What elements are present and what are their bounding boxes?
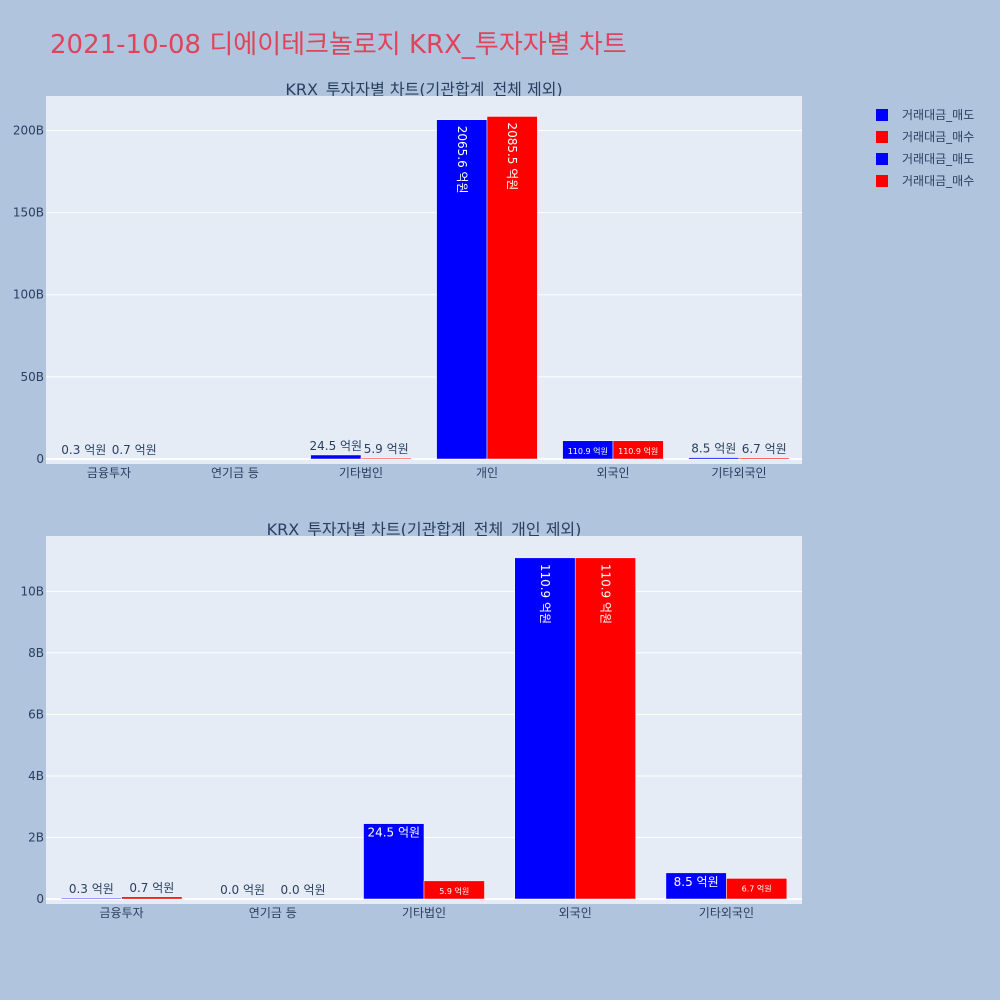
data-label: 8.5 억원 bbox=[674, 875, 719, 889]
y-tick-label: 8B bbox=[28, 646, 44, 660]
bar-buy bbox=[738, 457, 790, 460]
data-label: 24.5 억원 bbox=[367, 826, 420, 840]
data-label: 0.7 억원 bbox=[129, 881, 174, 895]
x-tick-label: 기타외국인 bbox=[699, 906, 754, 920]
data-label: 0.7 억원 bbox=[112, 443, 157, 457]
data-label: 6.7 억원 bbox=[742, 442, 787, 456]
y-tick-label: 10B bbox=[20, 584, 44, 598]
legend-label[interactable]: 거래대금_매수 bbox=[902, 130, 974, 144]
data-label: 0.0 억원 bbox=[220, 883, 265, 897]
data-label: 0.3 억원 bbox=[69, 882, 114, 896]
bar-buy bbox=[612, 440, 664, 460]
legend-label[interactable]: 거래대금_매도 bbox=[902, 152, 974, 166]
y-tick-label: 0 bbox=[36, 892, 44, 906]
y-tick-label: 200B bbox=[13, 123, 44, 137]
y-tick-label: 0 bbox=[36, 452, 44, 466]
x-tick-label: 외국인 bbox=[596, 466, 629, 480]
y-tick-label: 50B bbox=[20, 370, 44, 384]
y-tick-label: 100B bbox=[13, 288, 44, 302]
bar-sell bbox=[436, 119, 488, 460]
chart-title-2: KRX_투자자별 차트(기관합계_전체_개인 제외) bbox=[267, 520, 582, 540]
data-label: 110.9 억원 bbox=[598, 564, 612, 624]
data-label: 5.9 억원 bbox=[439, 886, 469, 896]
bar-buy bbox=[486, 116, 538, 460]
page-title: 2021-10-08 디에이테크놀로지 KRX_투자자별 차트 bbox=[50, 30, 627, 60]
x-tick-label: 금융투자 bbox=[100, 906, 144, 920]
bar-sell bbox=[688, 457, 740, 460]
x-tick-label: 기타법인 bbox=[339, 466, 383, 480]
bar-buy bbox=[726, 878, 788, 900]
y-tick-label: 2B bbox=[28, 830, 44, 844]
data-label: 110.9 억원 bbox=[538, 564, 552, 624]
x-tick-label: 개인 bbox=[476, 466, 498, 480]
bar-sell bbox=[514, 557, 576, 900]
bar-buy bbox=[574, 557, 636, 900]
legend-swatch bbox=[876, 109, 888, 121]
data-label: 2065.6 억원 bbox=[455, 126, 469, 194]
bar-sell bbox=[310, 454, 362, 460]
bar-buy bbox=[423, 880, 485, 900]
bar-sell bbox=[363, 823, 425, 900]
data-label: 0.3 억원 bbox=[61, 443, 106, 457]
x-tick-label: 연기금 등 bbox=[211, 466, 259, 480]
y-tick-label: 6B bbox=[28, 707, 44, 721]
legend-swatch bbox=[876, 153, 888, 165]
plot-area bbox=[46, 96, 802, 464]
legend-label[interactable]: 거래대금_매도 bbox=[902, 108, 974, 122]
x-tick-label: 외국인 bbox=[559, 906, 592, 920]
x-tick-label: 기타법인 bbox=[402, 906, 446, 920]
bar-sell bbox=[665, 872, 727, 900]
data-label: 8.5 억원 bbox=[691, 442, 736, 456]
bar-buy bbox=[121, 896, 183, 900]
data-label: 110.9 억원 bbox=[618, 446, 658, 456]
data-label: 24.5 억원 bbox=[309, 439, 362, 453]
y-tick-label: 150B bbox=[13, 206, 44, 220]
bar-sell bbox=[60, 897, 122, 900]
data-label: 5.9 억원 bbox=[364, 442, 409, 456]
data-label: 2085.5 억원 bbox=[505, 122, 519, 190]
data-label: 110.9 억원 bbox=[568, 446, 608, 456]
y-tick-label: 4B bbox=[28, 769, 44, 783]
chart-title-1: KRX_투자자별 차트(기관합계_전체 제외) bbox=[285, 80, 562, 100]
legend-swatch bbox=[876, 131, 888, 143]
x-tick-label: 금융투자 bbox=[87, 466, 131, 480]
legend-swatch bbox=[876, 175, 888, 187]
legend-label[interactable]: 거래대금_매수 bbox=[902, 174, 974, 188]
data-label: 0.0 억원 bbox=[281, 883, 326, 897]
data-label: 6.7 억원 bbox=[742, 883, 772, 893]
x-tick-label: 기타외국인 bbox=[711, 466, 766, 480]
bar-buy bbox=[360, 457, 412, 460]
x-tick-label: 연기금 등 bbox=[249, 906, 297, 920]
